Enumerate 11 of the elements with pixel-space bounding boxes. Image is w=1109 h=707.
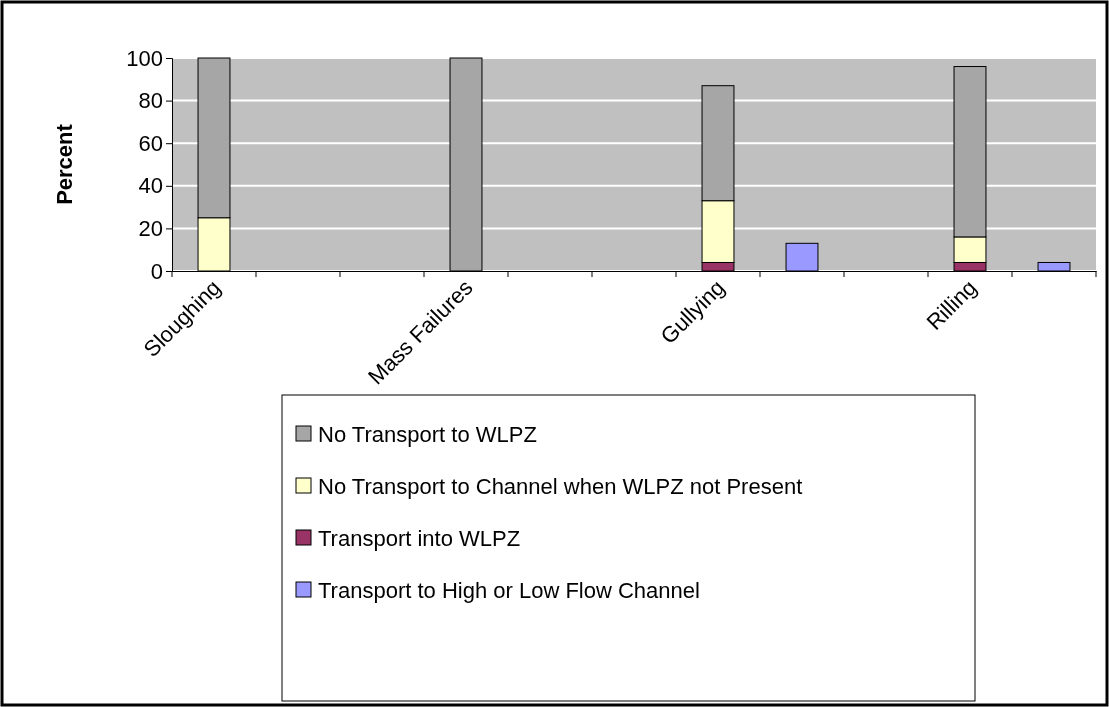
legend-label: No Transport to Channel when WLPZ not Present [318, 474, 803, 499]
legend-label: No Transport to WLPZ [318, 422, 537, 447]
y-axis-title: Percent [52, 123, 77, 205]
legend-label: Transport into WLPZ [318, 526, 521, 551]
y-tick-label: 80 [138, 88, 163, 114]
legend-label: Transport to High or Low Flow Channel [318, 578, 700, 603]
y-tick-label: 0 [150, 258, 163, 284]
y-tick-label: 20 [138, 215, 163, 241]
y-tick-label: 60 [138, 130, 163, 156]
y-tick-label: 100 [126, 45, 163, 71]
y-tick-label: 40 [138, 173, 163, 199]
